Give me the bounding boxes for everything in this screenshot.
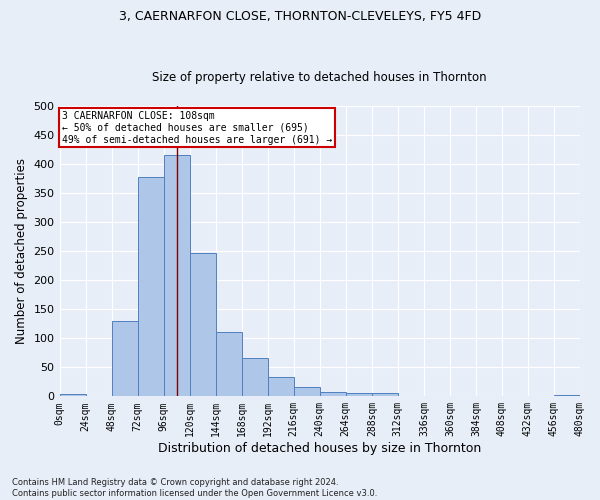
Bar <box>59 394 86 396</box>
Bar <box>112 320 137 396</box>
Bar <box>215 332 242 396</box>
X-axis label: Distribution of detached houses by size in Thornton: Distribution of detached houses by size … <box>158 442 481 455</box>
Bar <box>164 155 190 396</box>
Text: Contains HM Land Registry data © Crown copyright and database right 2024.
Contai: Contains HM Land Registry data © Crown c… <box>12 478 377 498</box>
Text: 3, CAERNARFON CLOSE, THORNTON-CLEVELEYS, FY5 4FD: 3, CAERNARFON CLOSE, THORNTON-CLEVELEYS,… <box>119 10 481 23</box>
Y-axis label: Number of detached properties: Number of detached properties <box>15 158 28 344</box>
Text: 3 CAERNARFON CLOSE: 108sqm
← 50% of detached houses are smaller (695)
49% of sem: 3 CAERNARFON CLOSE: 108sqm ← 50% of deta… <box>62 112 332 144</box>
Bar <box>137 177 164 396</box>
Bar <box>554 394 580 396</box>
Title: Size of property relative to detached houses in Thornton: Size of property relative to detached ho… <box>152 70 487 84</box>
Bar <box>190 253 215 396</box>
Bar <box>372 394 398 396</box>
Bar <box>242 358 268 397</box>
Bar <box>346 394 372 396</box>
Bar <box>294 387 320 396</box>
Bar <box>268 376 294 396</box>
Bar <box>320 392 346 396</box>
